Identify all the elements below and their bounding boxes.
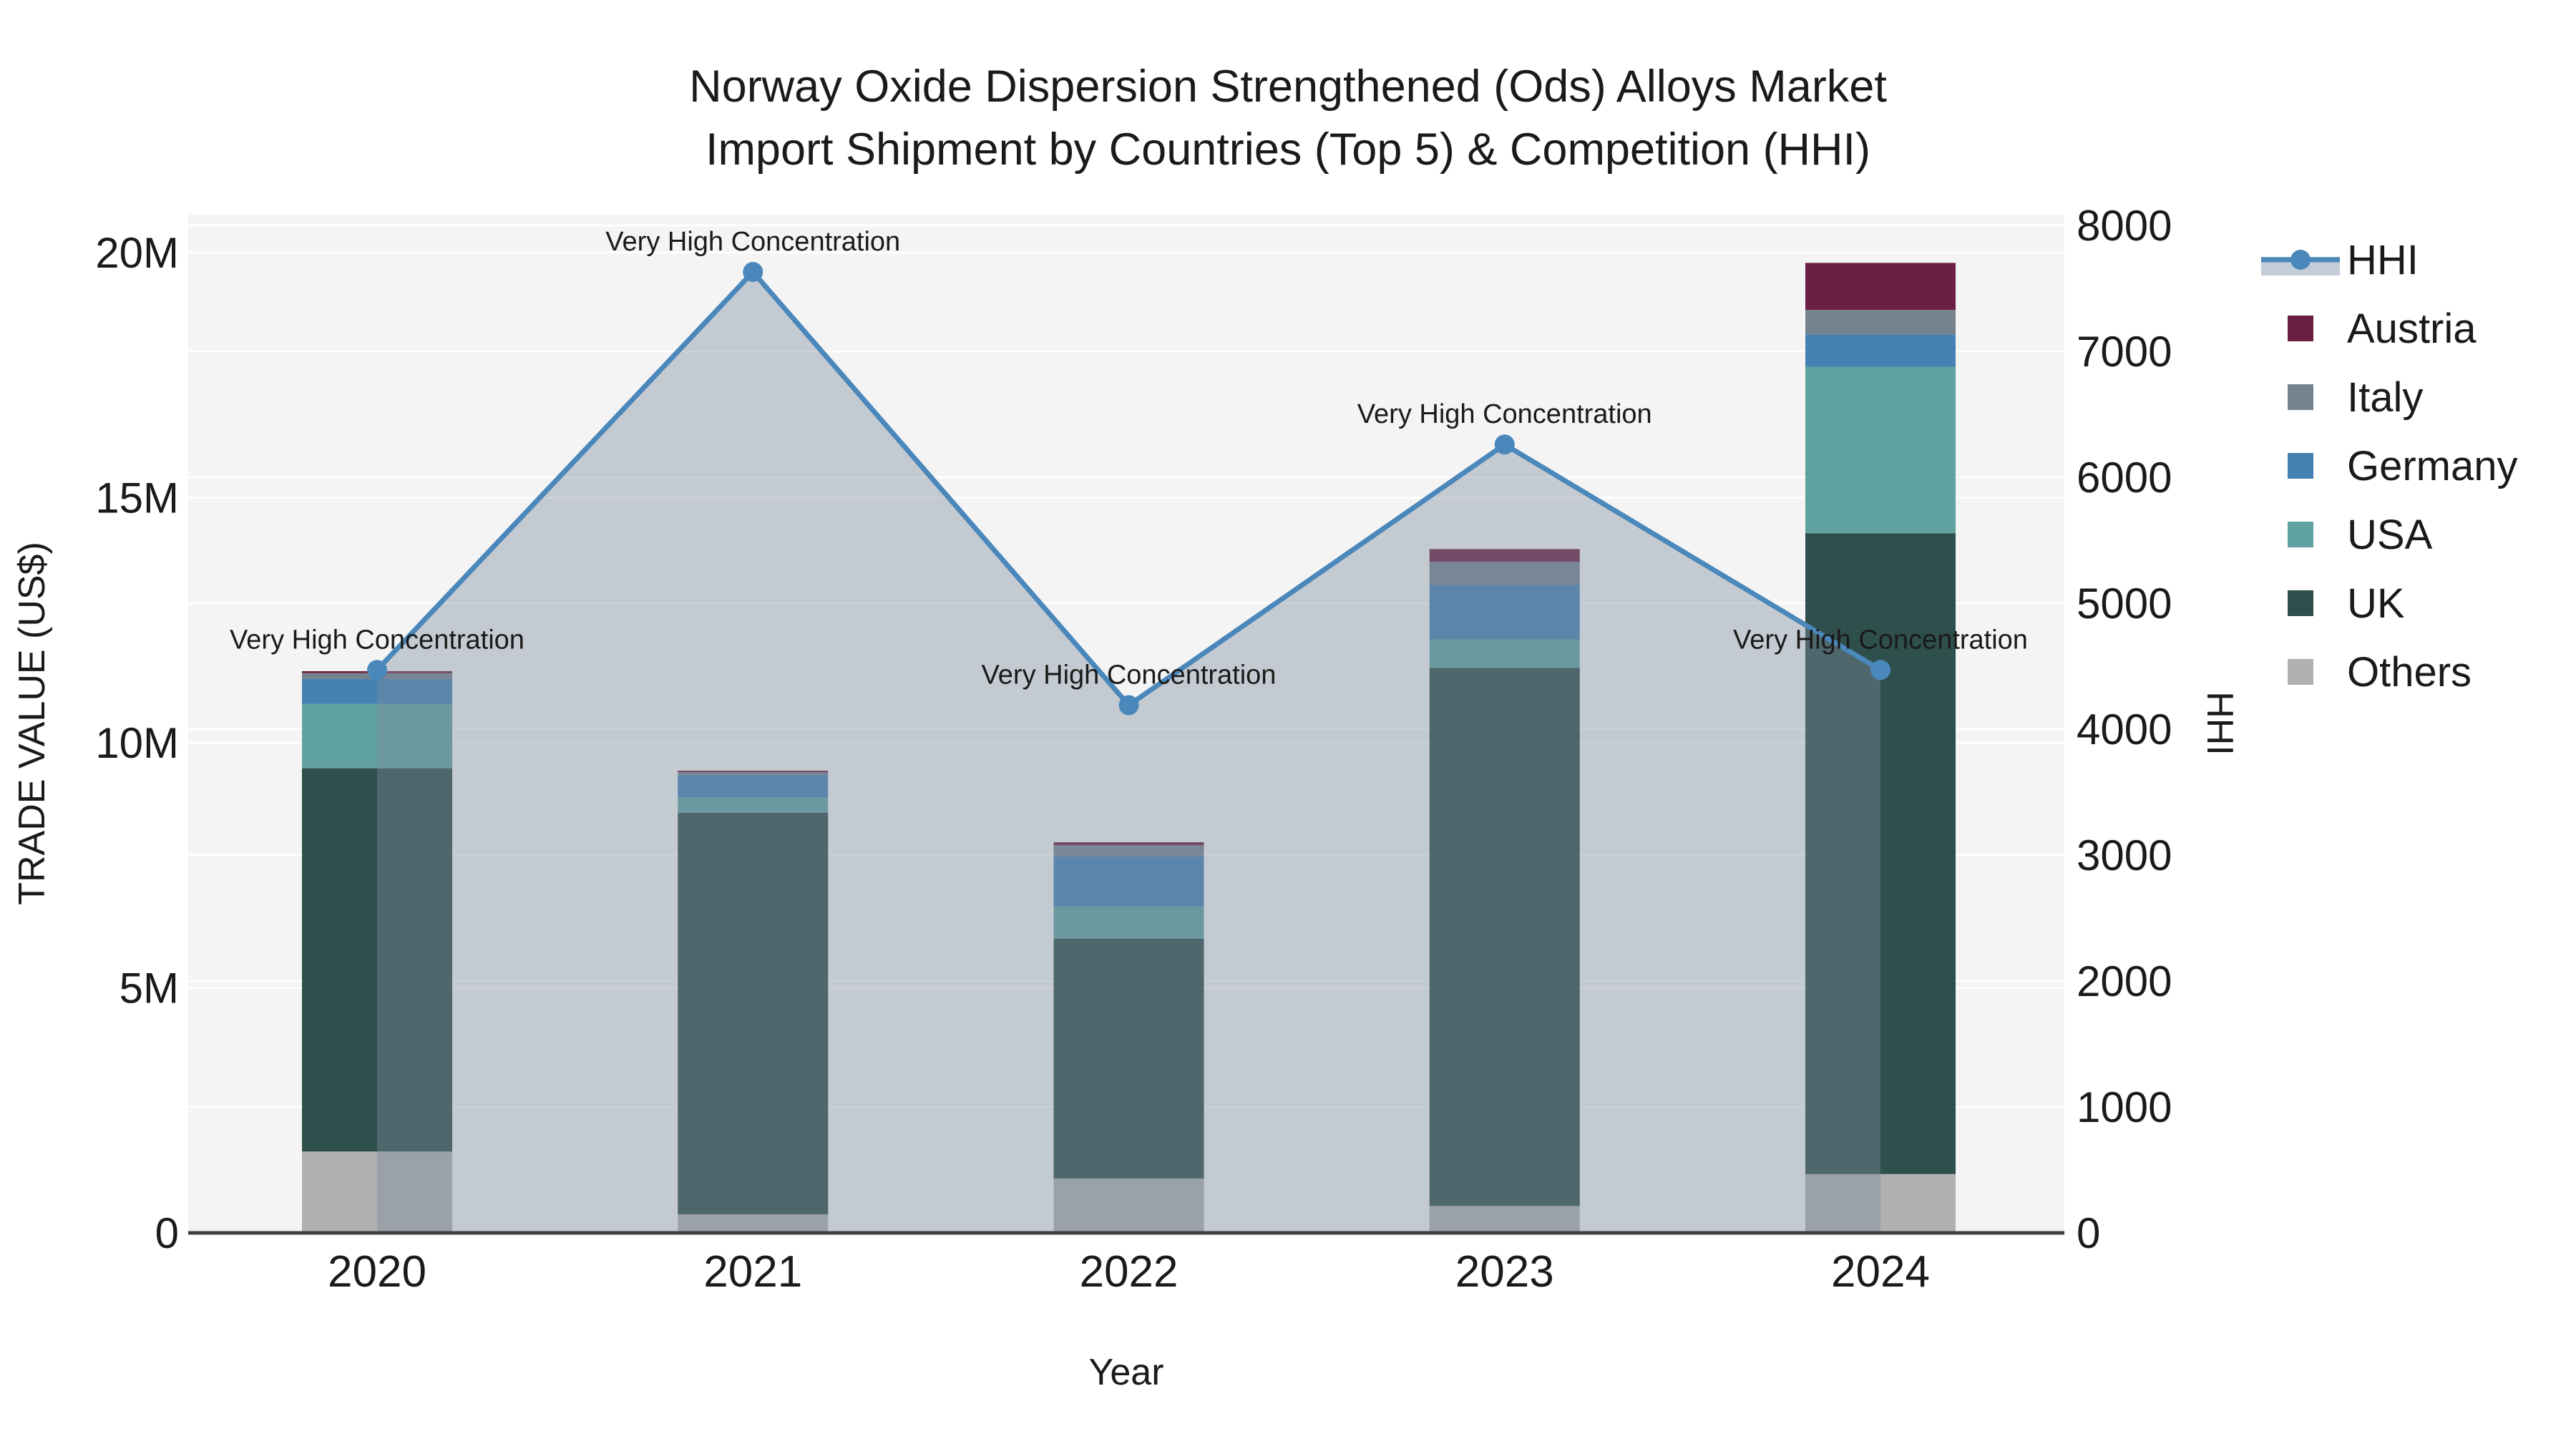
left-tick-20M: 20M bbox=[95, 229, 179, 277]
right-tick-1000: 1000 bbox=[2077, 1083, 2172, 1131]
bar-segment-2020-UK[interactable] bbox=[302, 768, 452, 1152]
legend: HHI Austria Italy Germany USA UK Others bbox=[2261, 237, 2518, 696]
bar-segment-2022-Austria[interactable] bbox=[1053, 842, 1204, 846]
left-tick-15M: 15M bbox=[95, 474, 179, 522]
annotation-2024: Very High Concentration bbox=[1733, 625, 2028, 655]
right-tick-7000: 7000 bbox=[2077, 328, 2172, 376]
legend-item-italy[interactable]: Italy bbox=[2288, 374, 2423, 421]
bar-segment-2021-UK[interactable] bbox=[678, 812, 829, 1214]
hhi-marker-2024[interactable] bbox=[1870, 660, 1890, 680]
legend-item-others[interactable]: Others bbox=[2288, 649, 2472, 696]
hhi-area bbox=[377, 272, 1880, 1233]
left-axis-title: TRADE VALUE (US$) bbox=[11, 542, 53, 905]
hhi-marker-2021[interactable] bbox=[743, 262, 763, 283]
annotations: Very High Concentration Very High Concent… bbox=[230, 227, 2028, 690]
chart-title-line-1: Norway Oxide Dispersion Strengthened (Od… bbox=[689, 62, 1887, 112]
hhi-marker-2020[interactable] bbox=[367, 660, 387, 680]
bar-segment-2024-Germany[interactable] bbox=[1805, 334, 1956, 367]
bar-segment-2021-USA[interactable] bbox=[678, 797, 829, 813]
bar-segment-2020-Germany[interactable] bbox=[302, 678, 452, 704]
bar-segment-2020-USA[interactable] bbox=[302, 703, 452, 769]
legend-label-austria: Austria bbox=[2347, 306, 2477, 352]
legend-label-hhi: HHI bbox=[2347, 237, 2419, 283]
bar-segment-2022-UK[interactable] bbox=[1053, 939, 1204, 1179]
right-axis-title: HHI bbox=[2199, 691, 2240, 756]
legend-label-usa: USA bbox=[2347, 512, 2433, 558]
right-tick-0: 0 bbox=[2077, 1209, 2100, 1257]
legend-item-usa[interactable]: USA bbox=[2288, 512, 2433, 558]
legend-swatch-usa bbox=[2288, 522, 2313, 547]
legend-label-italy: Italy bbox=[2347, 374, 2423, 421]
hhi-marker-2022[interactable] bbox=[1118, 695, 1139, 716]
right-tick-4000: 4000 bbox=[2077, 706, 2172, 753]
hhi-markers bbox=[367, 262, 1890, 716]
left-tick-10M: 10M bbox=[95, 719, 179, 767]
left-tick-5M: 5M bbox=[119, 965, 179, 1013]
bar-segment-2021-Austria[interactable] bbox=[678, 771, 829, 773]
bar-segment-2024-USA[interactable] bbox=[1805, 366, 1956, 534]
bar-segment-2024-Others[interactable] bbox=[1805, 1174, 1956, 1233]
bar-segment-2023-Germany[interactable] bbox=[1429, 585, 1580, 640]
x-axis-title: Year bbox=[1088, 1352, 1163, 1393]
chart-title-line-2: Import Shipment by Countries (Top 5) & C… bbox=[706, 125, 1870, 175]
hhi-area-fill bbox=[377, 272, 1880, 1233]
legend-swatch-italy bbox=[2288, 384, 2313, 410]
legend-swatch-others bbox=[2288, 659, 2313, 685]
legend-hhi-marker-swatch bbox=[2290, 250, 2311, 270]
annotation-2022: Very High Concentration bbox=[982, 660, 1277, 691]
legend-swatch-uk bbox=[2288, 590, 2313, 616]
right-tick-6000: 6000 bbox=[2077, 454, 2172, 502]
bar-segment-2022-Others[interactable] bbox=[1053, 1178, 1204, 1233]
bar-segment-2023-USA[interactable] bbox=[1429, 639, 1580, 668]
annotation-2021: Very High Concentration bbox=[605, 227, 900, 257]
legend-label-uk: UK bbox=[2347, 580, 2405, 627]
bar-segment-2023-Austria[interactable] bbox=[1429, 549, 1580, 562]
x-tick-2023: 2023 bbox=[1455, 1247, 1554, 1297]
bar-segment-2021-Italy[interactable] bbox=[678, 772, 829, 776]
bar-segment-2023-UK[interactable] bbox=[1429, 668, 1580, 1206]
bar-segment-2021-Others[interactable] bbox=[678, 1214, 829, 1233]
annotation-2023: Very High Concentration bbox=[1357, 399, 1652, 429]
legend-item-austria[interactable]: Austria bbox=[2288, 306, 2477, 352]
bar-segment-2021-Germany[interactable] bbox=[678, 775, 829, 798]
bar-segment-2022-USA[interactable] bbox=[1053, 906, 1204, 939]
bar-segment-2022-Italy[interactable] bbox=[1053, 845, 1204, 857]
x-tick-2024: 2024 bbox=[1831, 1247, 1930, 1297]
x-tick-2020: 2020 bbox=[328, 1247, 426, 1297]
legend-item-uk[interactable]: UK bbox=[2288, 580, 2405, 627]
stacked-bars bbox=[302, 263, 1956, 1233]
right-tick-2000: 2000 bbox=[2077, 957, 2172, 1005]
hhi-marker-2023[interactable] bbox=[1494, 434, 1515, 455]
right-axis-tick-labels: 0 1000 2000 3000 4000 5000 6000 7000 8000 bbox=[2077, 202, 2172, 1257]
right-tick-3000: 3000 bbox=[2077, 831, 2172, 879]
legend-label-others: Others bbox=[2347, 649, 2472, 696]
bar-segment-2023-Italy[interactable] bbox=[1429, 562, 1580, 585]
x-axis-tick-labels: 2020 2021 2022 2023 2024 bbox=[328, 1247, 1930, 1297]
x-tick-2022: 2022 bbox=[1080, 1247, 1179, 1297]
left-tick-0: 0 bbox=[155, 1209, 179, 1257]
bar-segment-2022-Germany[interactable] bbox=[1053, 856, 1204, 907]
legend-item-germany[interactable]: Germany bbox=[2288, 443, 2518, 489]
legend-label-germany: Germany bbox=[2347, 443, 2518, 489]
x-tick-2021: 2021 bbox=[703, 1247, 802, 1297]
right-tick-5000: 5000 bbox=[2077, 580, 2172, 628]
left-axis-tick-labels: 0 5M 10M 15M 20M bbox=[95, 229, 179, 1257]
bar-segment-2023-Others[interactable] bbox=[1429, 1206, 1580, 1233]
bar-segment-2020-Others[interactable] bbox=[302, 1151, 452, 1233]
right-tick-8000: 8000 bbox=[2077, 202, 2172, 250]
legend-swatch-austria bbox=[2288, 316, 2313, 341]
bar-segment-2024-Austria[interactable] bbox=[1805, 263, 1956, 311]
annotation-2020: Very High Concentration bbox=[230, 625, 525, 655]
bar-segment-2024-Italy[interactable] bbox=[1805, 310, 1956, 335]
legend-swatch-germany bbox=[2288, 453, 2313, 479]
legend-item-hhi[interactable]: HHI bbox=[2261, 237, 2419, 283]
